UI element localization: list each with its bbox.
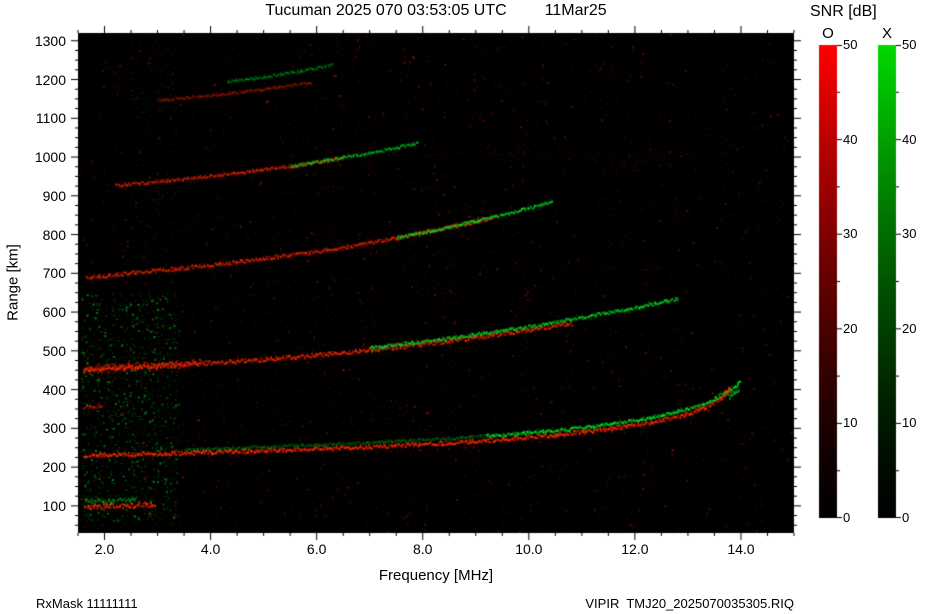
colorbar-tick-label: 30 [843,226,858,242]
x-tick-label: 6.0 [306,541,327,557]
colorbar-tick-label: 0 [843,510,851,525]
plot-title: Tucuman 2025 070 03:53:05 UTC 11Mar25 [78,2,794,20]
colorbar-tick-label: 50 [902,37,917,52]
colorbar-tick-label: 20 [902,320,917,336]
x-tick-label: 4.0 [200,541,221,557]
y-tick-label: 500 [42,342,66,359]
y-tick-label: 1000 [34,149,66,166]
x-mode-label: X [881,25,892,42]
y-tick-label: 300 [42,420,66,437]
y-tick-label: 1200 [34,71,66,88]
o-mode-label: O [822,25,834,42]
colorbar-tick-label: 40 [843,131,858,147]
y-tick-label: 100 [42,497,66,514]
title-date: 11Mar25 [544,2,607,19]
x-tick-label: 8.0 [413,541,433,557]
y-tick-label: 1300 [34,32,66,49]
x-tick-label: 2.0 [94,541,115,557]
colorbar-tick-label: 0 [902,510,910,525]
y-tick-label: 800 [42,226,66,243]
y-tick-label: 1100 [35,110,66,127]
x-tick-label: 12.0 [621,541,649,557]
snr-scale-title: SNR [dB] [810,3,877,20]
y-tick-label: 400 [42,381,66,398]
title-text: Tucuman 2025 070 03:53:05 UTC [265,2,507,19]
y-tick-label: 200 [42,459,66,476]
colorbar-tick-label: 50 [843,37,858,52]
colorbar-tick-label: 30 [902,226,917,242]
x-axis-label: Frequency [MHz] [378,567,494,584]
y-tick-label: 700 [42,265,66,282]
filename-text: VIPIR TMJ20_2025070035305.RIQ [585,596,794,611]
rxmask-text: RxMask 11111111 [36,596,138,611]
y-tick-label: 900 [42,187,66,204]
x-tick-label: 10.0 [515,541,543,557]
colorbar-tick-label: 10 [902,415,917,431]
colorbar-tick-label: 20 [843,320,858,336]
colorbar-tick-label: 40 [902,131,917,147]
colorbar-tick-label: 10 [843,415,858,431]
x-tick-label: 14.0 [727,541,755,557]
y-tick-label: 600 [42,304,66,321]
